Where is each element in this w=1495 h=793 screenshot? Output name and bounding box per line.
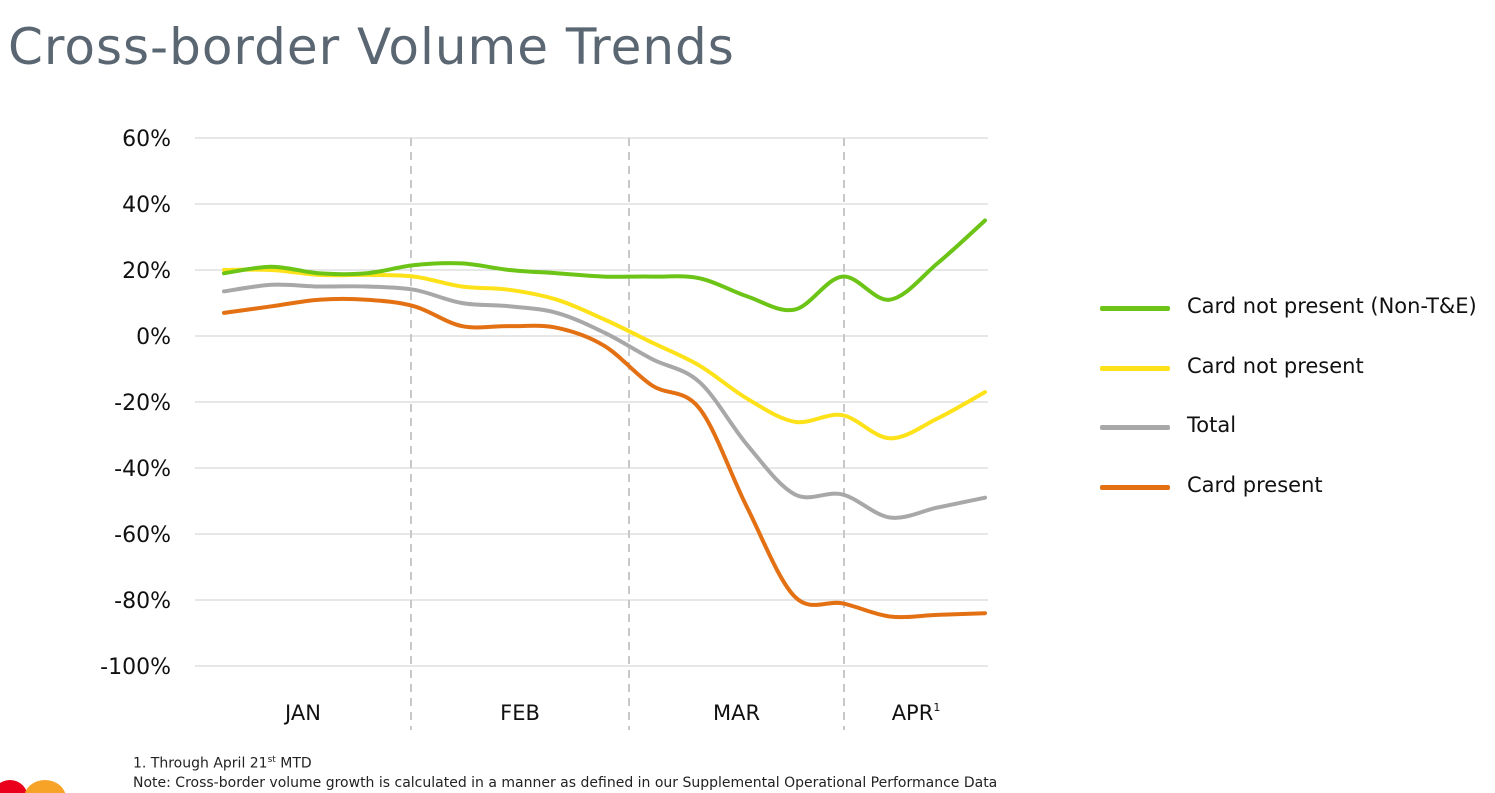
series-line-card-not-present-non-t-e — [222, 218, 987, 313]
legend-label: Total — [1187, 413, 1237, 437]
legend-label: Card not present — [1187, 354, 1364, 378]
month-separators — [410, 138, 845, 730]
series-lines — [222, 218, 987, 620]
x-axis-month-labels: JAN FEB MAR APR1 — [283, 701, 940, 725]
y-tick-label: -40% — [114, 457, 171, 482]
legend-swatch — [1100, 485, 1170, 490]
y-tick-label: 40% — [122, 193, 171, 218]
series-line-card-present — [222, 296, 987, 620]
y-axis-ticks: 60% 40% 20% 0% -20% -40% -60% -80% -100% — [100, 127, 171, 680]
y-tick-label: -100% — [100, 655, 171, 680]
grid-layer — [195, 137, 988, 667]
x-tick-label: MAR — [713, 701, 760, 725]
x-tick-label: FEB — [500, 701, 540, 725]
y-tick-label: -80% — [114, 589, 171, 614]
series-line-card-not-present — [222, 267, 987, 441]
x-tick-label: JAN — [283, 701, 321, 725]
footnotes: 1. Through April 21st MTD Note: Cross-bo… — [133, 751, 997, 793]
legend-swatch — [1100, 425, 1170, 430]
footnote-1: 1. Through April 21st MTD — [133, 755, 312, 772]
y-tick-label: 0% — [136, 325, 171, 350]
y-tick-label: 60% — [122, 127, 171, 152]
page-title: Cross-border Volume Trends — [8, 18, 735, 76]
logo-circle-orange — [24, 780, 66, 793]
legend-swatch — [1100, 366, 1170, 371]
y-tick-label: 20% — [122, 259, 171, 284]
legend-label: Card present — [1187, 473, 1323, 497]
y-tick-label: -60% — [114, 523, 171, 548]
legend-label: Card not present (Non-T&E) — [1187, 294, 1477, 318]
footnote-2: Note: Cross-border volume growth is calc… — [133, 774, 998, 791]
y-tick-label: -20% — [114, 391, 171, 416]
logo-circle-red — [0, 780, 28, 793]
series-line-total — [222, 282, 987, 520]
x-tick-label: APR1 — [892, 701, 941, 725]
legend-swatch — [1100, 306, 1170, 311]
brand-logo — [0, 780, 70, 793]
